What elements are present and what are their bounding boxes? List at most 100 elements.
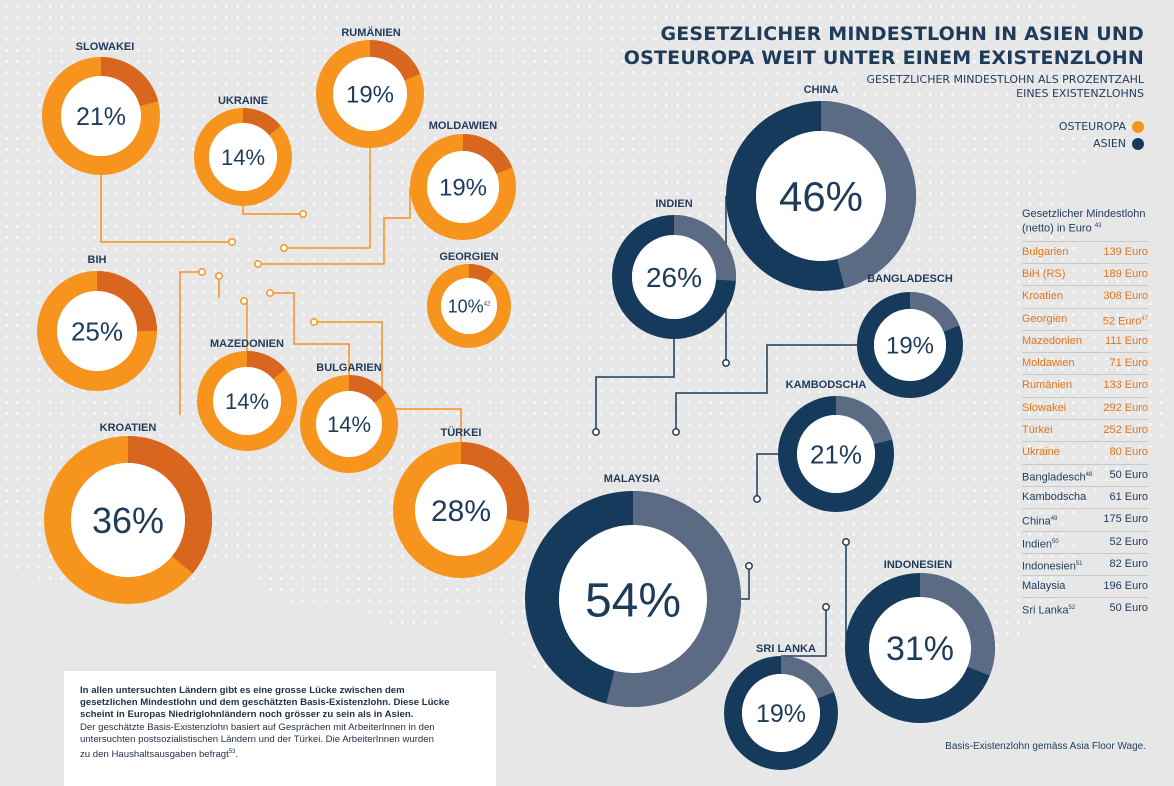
connector-end-t-rkei [310,318,318,326]
donut-hole-bangladesch [874,309,946,381]
wage-table-row: Georgien 52 Euro47 [1022,307,1148,330]
donut-hole-kambodscha [797,415,875,493]
wage-table-row: Sri Lanka52 50 Euro [1022,597,1148,619]
donut-bulgarien: BULGARIEN 14% [300,362,398,473]
wage-table-header: Gesetzlicher Mindestlohn (netto) in Euro… [1022,208,1148,241]
wage-table-country: Ukraine [1022,446,1060,459]
donut-hole-georgien [441,278,497,334]
wage-table-row: Türkei 252 Euro [1022,419,1148,441]
legend-europe-swatch [1132,120,1144,133]
wage-table-country: Kambodscha [1022,490,1087,503]
donut-bih: BIH 25% [37,254,157,391]
note-bold-line-1: In allen untersuchten Ländern gibt es ei… [80,685,405,696]
donut-value-indien: 26% [646,262,702,293]
donut-share-sri-lanka [780,656,834,700]
wage-table-row: Ukraine 80 Euro [1022,441,1148,463]
donut-country-ukraine: UKRAINE [218,95,268,107]
wage-table-value: 189 Euro [1103,267,1148,280]
wage-table-row: China49 175 Euro [1022,508,1148,530]
wage-table-country: Bulgarien [1022,245,1069,258]
connector-end-bangladesch [672,428,680,436]
donut-indonesien: INDONESIEN 31% [845,559,995,723]
donut-share-bih [96,271,157,332]
wage-table-row: Indien50 52 Euro [1022,530,1148,553]
donut-share-ukraine [242,108,281,136]
donut-share-georgien [468,264,494,284]
wage-table-value: 50 Euro [1109,468,1148,481]
note-line-3: zu den Haushaltsausgaben befragt53. [80,749,239,761]
donut-hole-sri-lanka [742,674,820,752]
donut-value-kambodscha: 21% [810,439,862,469]
donut-hole-bulgarien [316,391,382,457]
note-line-3-text: zu den Haushaltsausgaben befragt [80,749,229,761]
donut-country-bangladesch: BANGLADESCH [867,273,953,285]
connector-end-ukraine [299,210,307,218]
wage-table-row: Mazedonien 111 Euro [1022,329,1148,352]
connector-end-georgien [215,272,223,280]
donut-malaysia: MALAYSIA 54% [525,473,741,707]
donut-country-slowakei: SLOWAKEI [76,41,135,53]
wage-table-country: Malaysia [1022,580,1066,593]
donut-t-rkei: TÜRKEI 28% [393,426,529,578]
donut-share-slowakei [100,57,159,107]
chart-title-line-2: OSTEUROPA WEIT UNTER EINEM EXISTENZLOHN [623,47,1144,69]
connector-end-moldawien [254,260,262,268]
donut-country-kroatien: KROATIEN [100,422,157,434]
note-bold-line-3: scheint in Europas Niedriglohnländern no… [80,709,414,721]
chart-title: GESETZLICHER MINDESTLOHN IN ASIEN UND OS… [584,22,1144,70]
wage-table-row: Rumänien 133 Euro [1022,374,1148,396]
wage-table-value: 50 Euro [1109,602,1148,615]
donut-share-kambodscha [835,396,893,445]
wage-table-row: Moldawien 71 Euro [1022,352,1148,374]
note-box: In allen untersuchten Ländern gibt es ei… [64,671,496,786]
donut-hole-bih [57,291,137,371]
donut-value-bangladesch: 19% [886,333,934,360]
donut-hole-kroatien [71,463,185,577]
wage-table-value: 139 Euro [1103,245,1148,258]
note-bold-line-2: gesetzlichen Mindestlohn und dem geschät… [80,697,450,709]
donut-share-bulgarien [348,375,387,404]
donut-share-china [820,101,916,289]
donut-country-sri-lanka: SRI LANKA [756,643,816,655]
wage-table-country: Indien50 [1022,538,1059,551]
connector-indonesien [845,542,847,649]
connector-kambodscha [756,453,778,499]
connector-end-bulgarien [266,289,274,297]
donut-country-t-rkei: TÜRKEI [441,426,482,439]
connector-bangladesch [675,344,857,432]
wage-table-rows: Bulgarien 139 Euro BiH (RS) 189 Euro Kroatie… [1022,240,1148,620]
wage-table-country: BiH (RS) [1022,267,1066,280]
wage-table-value: 252 Euro [1103,424,1148,437]
connector-end-kroatien [198,268,206,276]
wage-table-row: Kambodscha 61 Euro [1022,485,1148,508]
donut-value-malaysia: 54% [585,574,681,627]
wage-table-value: 61 Euro [1109,490,1148,503]
donut-hole-ukraine [209,123,277,191]
connector-indien [595,339,675,432]
wage-table: Gesetzlicher Mindestlohn (netto) in Euro… [1022,208,1148,620]
donut-share-t-rkei [460,442,529,523]
connector-kroatien [179,271,202,415]
donut-note-georgien: 42 [484,301,491,307]
donut-georgien: GEORGIEN 10%42 [427,251,511,348]
donut-rum-nien: RUMÄNIEN 19% [316,26,424,148]
donut-share-moldawien [462,134,513,175]
donut-country-indonesien: INDONESIEN [884,559,953,571]
wage-table-header-line-1: Gesetzlicher Mindestlohn [1022,208,1146,220]
donut-country-malaysia: MALAYSIA [604,473,660,485]
donut-value-sri-lanka: 19% [756,700,806,728]
wage-table-row: Kroatien 308 Euro [1022,285,1148,307]
wage-table-country: Georgien [1022,312,1068,325]
connector-malaysia [741,566,750,600]
donut-value-rum-nien: 19% [346,82,394,109]
donut-country-bih: BIH [88,254,107,266]
donut-hole-indien [632,235,716,319]
note-footnote: 53 [228,749,236,756]
donut-china: CHINA 46% [726,84,916,291]
donut-hole-moldawien [427,151,499,223]
donut-value-kroatien: 36% [92,500,164,541]
donut-hole-indonesien [869,597,971,699]
donut-mazedonien: MAZEDONIEN 14% [197,338,297,451]
connector-bulgarien [270,292,350,375]
donut-value-mazedonien: 14% [225,389,269,414]
